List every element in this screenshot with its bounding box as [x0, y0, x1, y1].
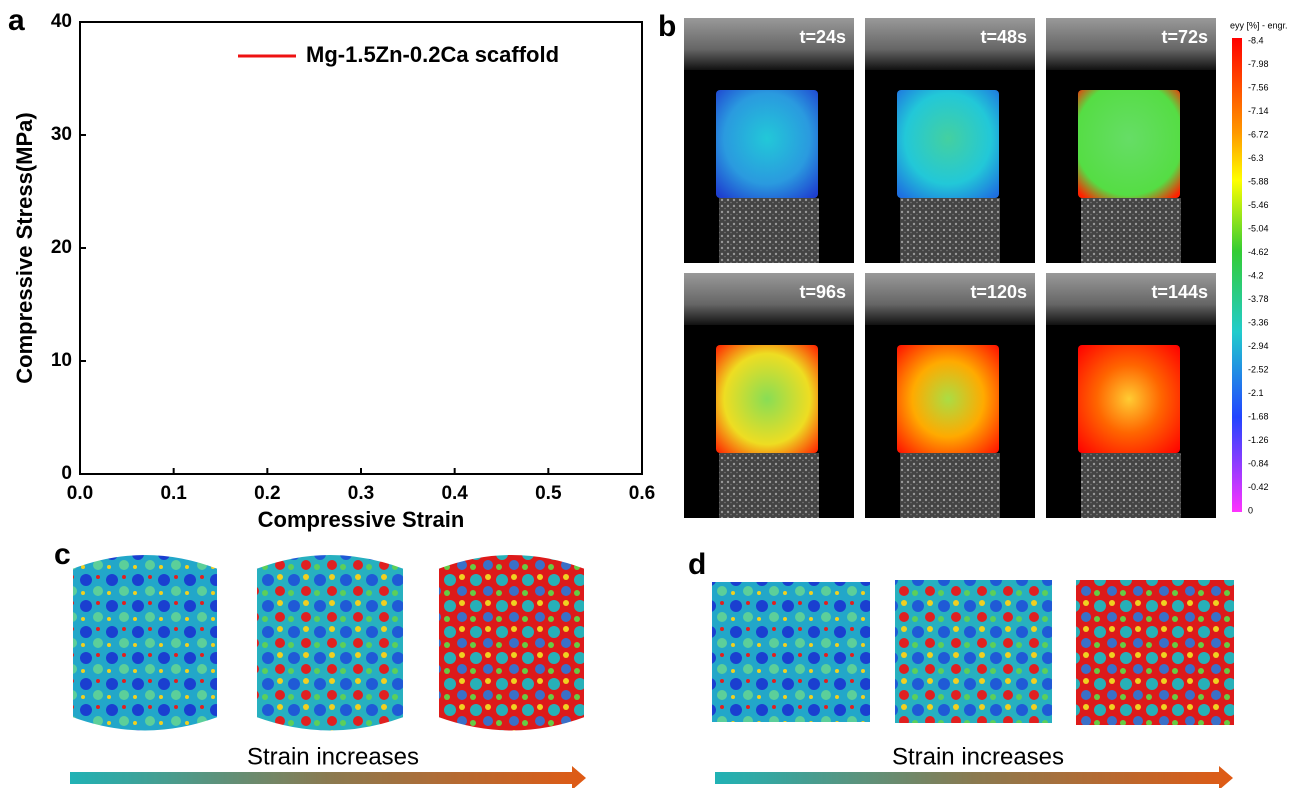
colorbar-label: -3.36 [1248, 317, 1269, 327]
colorbar-label: -1.26 [1248, 435, 1269, 445]
colorbar-label: -0.42 [1248, 482, 1269, 492]
panel-label: b [658, 10, 676, 43]
x-tick-label: 0.3 [348, 483, 374, 504]
dic-platen [1081, 198, 1181, 263]
dic-background [1046, 273, 1216, 325]
dic-platen [1081, 453, 1181, 518]
dic-strain-field [897, 345, 999, 453]
x-tick-label: 0.0 [67, 483, 93, 504]
legend-label: Mg-1.5Zn-0.2Ca scaffold [306, 42, 559, 67]
y-tick-label: 10 [51, 350, 72, 371]
colorbar-label: -2.1 [1248, 388, 1264, 398]
dic-background [865, 273, 1035, 325]
x-tick-label: 0.6 [629, 483, 655, 504]
y-tick-label: 30 [51, 124, 72, 145]
x-tick-label: 0.2 [254, 483, 280, 504]
y-axis-title: Compressive Stress(MPa) [12, 112, 37, 383]
time-label: t=48s [980, 27, 1027, 47]
time-label: t=144s [1151, 282, 1208, 302]
dic-platen [900, 198, 1000, 263]
y-tick-label: 20 [51, 237, 72, 258]
colorbar-label: -2.94 [1248, 341, 1269, 351]
dic-background [1046, 18, 1216, 70]
x-tick-label: 0.4 [441, 483, 468, 504]
panel-label: c [54, 538, 71, 571]
colorbar [1232, 38, 1242, 512]
colorbar-label: -6.3 [1248, 153, 1264, 163]
dic-strain-field [1078, 90, 1180, 198]
dic-platen [719, 453, 819, 518]
colorbar-label: -7.56 [1248, 82, 1269, 92]
colorbar-label: -4.2 [1248, 270, 1264, 280]
strain-caption: Strain increases [892, 743, 1064, 770]
colorbar-label: -8.4 [1248, 35, 1264, 45]
colorbar-label: -2.52 [1248, 364, 1269, 374]
plot-frame [79, 21, 643, 475]
dic-background [684, 18, 854, 70]
colorbar-label: 0 [1248, 505, 1253, 515]
dic-background [684, 273, 854, 325]
time-label: t=96s [799, 282, 846, 302]
colorbar-label: -5.46 [1248, 200, 1269, 210]
colorbar-label: -7.98 [1248, 59, 1269, 69]
time-label: t=120s [970, 282, 1027, 302]
dic-platen [719, 198, 819, 263]
colorbar-label: -5.88 [1248, 176, 1269, 186]
y-tick-label: 40 [51, 11, 72, 32]
panel-label: d [688, 548, 706, 581]
colorbar-label: -6.72 [1248, 129, 1269, 139]
x-axis-title: Compressive Strain [258, 507, 465, 532]
colorbar-label: -7.14 [1248, 106, 1269, 116]
dic-strain-field [716, 90, 818, 198]
x-tick-label: 0.5 [535, 483, 562, 504]
scaffold-cylinders [71, 553, 586, 733]
dic-platen [900, 453, 1000, 518]
x-tick-label: 0.1 [160, 483, 187, 504]
colorbar-label: -5.04 [1248, 223, 1269, 233]
scaffold-cubes [712, 580, 1234, 725]
colorbar-label: -3.78 [1248, 294, 1269, 304]
dic-strain-field [716, 345, 818, 453]
y-tick-label: 0 [61, 463, 72, 484]
colorbar-label: -0.84 [1248, 458, 1269, 468]
time-label: t=72s [1161, 27, 1208, 47]
dic-strain-field [1078, 345, 1180, 453]
strain-caption: Strain increases [247, 743, 419, 770]
dic-background [865, 18, 1035, 70]
time-label: t=24s [799, 27, 846, 47]
colorbar-label: -1.68 [1248, 411, 1269, 421]
strain-arrows [70, 766, 1233, 788]
colorbar-title: eyy [%] - engr. [1230, 20, 1288, 30]
colorbar-label: -4.62 [1248, 247, 1269, 257]
dic-strain-field [897, 90, 999, 198]
panel-label: a [8, 4, 25, 37]
